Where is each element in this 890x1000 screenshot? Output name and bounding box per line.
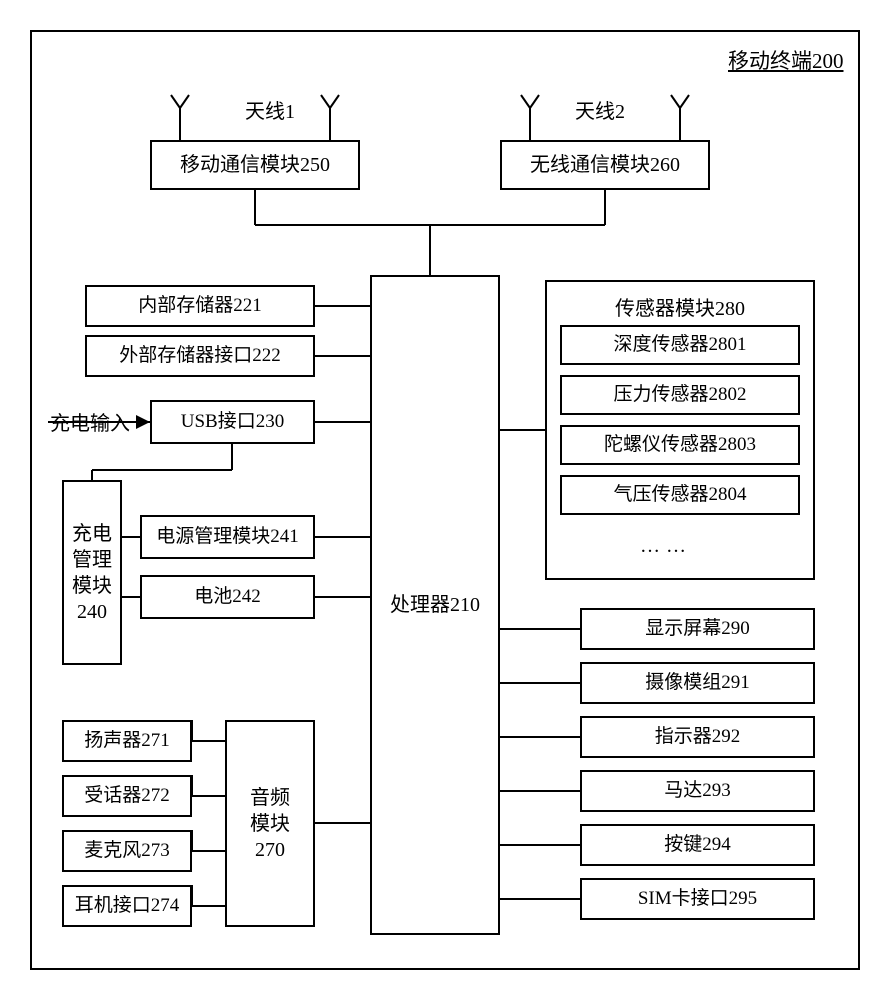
usb-interface: USB接口230 <box>150 400 315 444</box>
sensor-module-label: 传感器模块280 <box>545 292 815 321</box>
camera-module: 摄像模组291 <box>580 662 815 704</box>
mobile-comm-module: 移动通信模块250 <box>150 140 360 190</box>
more-sensors-icon: …… <box>640 535 692 558</box>
antenna1-label: 天线1 <box>245 95 295 124</box>
audio-module: 音频 模块 270 <box>225 720 315 927</box>
speaker: 扬声器271 <box>62 720 192 762</box>
display-screen: 显示屏幕290 <box>580 608 815 650</box>
charge-mgmt-module: 充电 管理 模块 240 <box>62 480 122 665</box>
keys: 按键294 <box>580 824 815 866</box>
wireless-comm-module: 无线通信模块260 <box>500 140 710 190</box>
device-title: 移动终端200 <box>728 45 844 75</box>
pressure-sensor: 压力传感器2802 <box>560 375 800 415</box>
internal-memory: 内部存储器221 <box>85 285 315 327</box>
sim-interface: SIM卡接口295 <box>580 878 815 920</box>
battery: 电池242 <box>140 575 315 619</box>
motor: 马达293 <box>580 770 815 812</box>
receiver: 受话器272 <box>62 775 192 817</box>
antenna2-label: 天线2 <box>575 95 625 124</box>
headphone-jack: 耳机接口274 <box>62 885 192 927</box>
indicator: 指示器292 <box>580 716 815 758</box>
gyro-sensor: 陀螺仪传感器2803 <box>560 425 800 465</box>
microphone: 麦克风273 <box>62 830 192 872</box>
barometer-sensor: 气压传感器2804 <box>560 475 800 515</box>
power-mgmt-module: 电源管理模块241 <box>140 515 315 559</box>
external-memory-if: 外部存储器接口222 <box>85 335 315 377</box>
depth-sensor: 深度传感器2801 <box>560 325 800 365</box>
charge-input-label: 充电输入 <box>50 407 130 436</box>
processor-block: 处理器210 <box>370 275 500 935</box>
diagram-canvas: 移动终端200 天线1 天线2 移动通信模块250 无线通信模块260 处理器2… <box>0 0 890 1000</box>
